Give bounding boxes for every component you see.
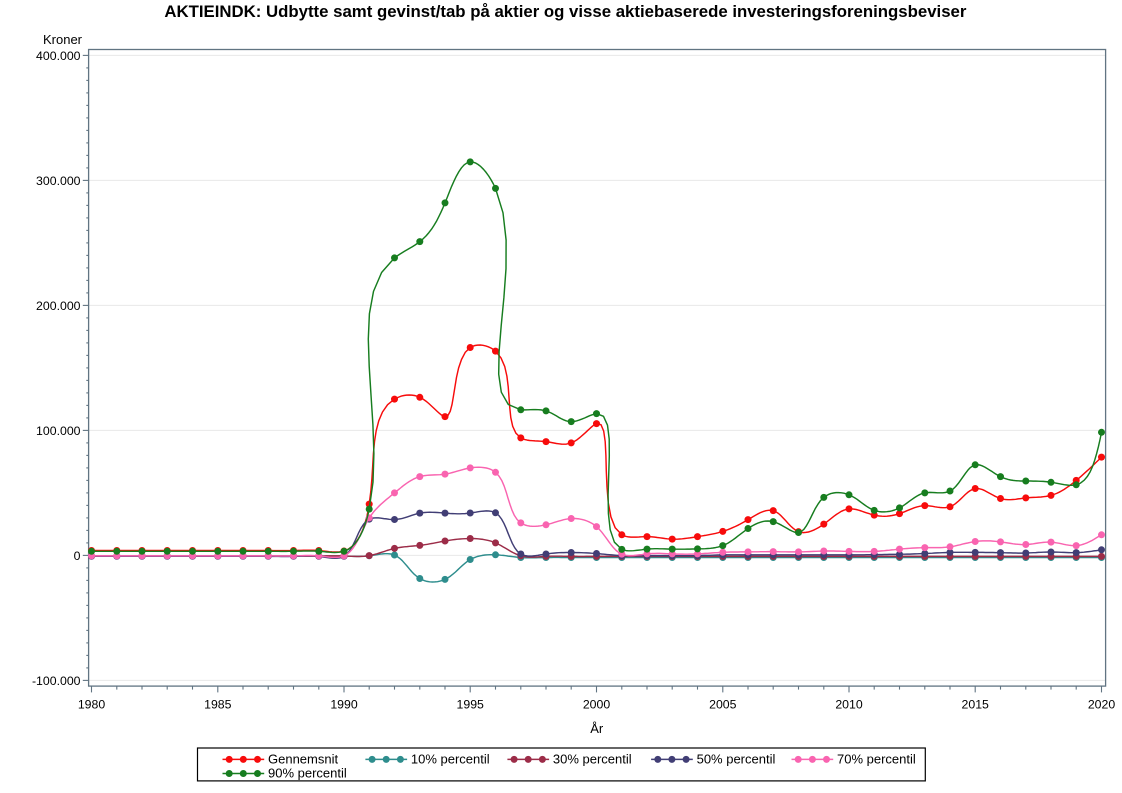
svg-text:50% percentil: 50% percentil — [697, 751, 776, 766]
svg-text:70% percentil: 70% percentil — [837, 751, 916, 766]
svg-text:1995: 1995 — [457, 697, 485, 711]
svg-text:2005: 2005 — [709, 697, 737, 711]
svg-text:2015: 2015 — [962, 697, 990, 711]
svg-text:90% percentil: 90% percentil — [268, 765, 347, 780]
svg-text:Gennemsnit: Gennemsnit — [268, 751, 338, 766]
svg-text:År: År — [590, 721, 604, 736]
svg-text:1985: 1985 — [204, 697, 232, 711]
svg-text:2020: 2020 — [1088, 697, 1116, 711]
svg-text:30% percentil: 30% percentil — [553, 751, 632, 766]
svg-text:Kroner: Kroner — [43, 32, 83, 47]
svg-text:1980: 1980 — [78, 697, 106, 711]
svg-text:400.000: 400.000 — [36, 49, 81, 63]
svg-text:-100.000: -100.000 — [32, 674, 81, 688]
svg-text:2010: 2010 — [835, 697, 863, 711]
svg-text:200.000: 200.000 — [36, 299, 81, 313]
svg-text:100.000: 100.000 — [36, 424, 81, 438]
svg-text:10% percentil: 10% percentil — [411, 751, 490, 766]
svg-text:0: 0 — [74, 549, 81, 563]
svg-text:1990: 1990 — [330, 697, 358, 711]
svg-text:2000: 2000 — [583, 697, 611, 711]
svg-text:AKTIEINDK: Udbytte samt gevins: AKTIEINDK: Udbytte samt gevinst/tab på a… — [164, 2, 966, 21]
svg-text:300.000: 300.000 — [36, 174, 81, 188]
